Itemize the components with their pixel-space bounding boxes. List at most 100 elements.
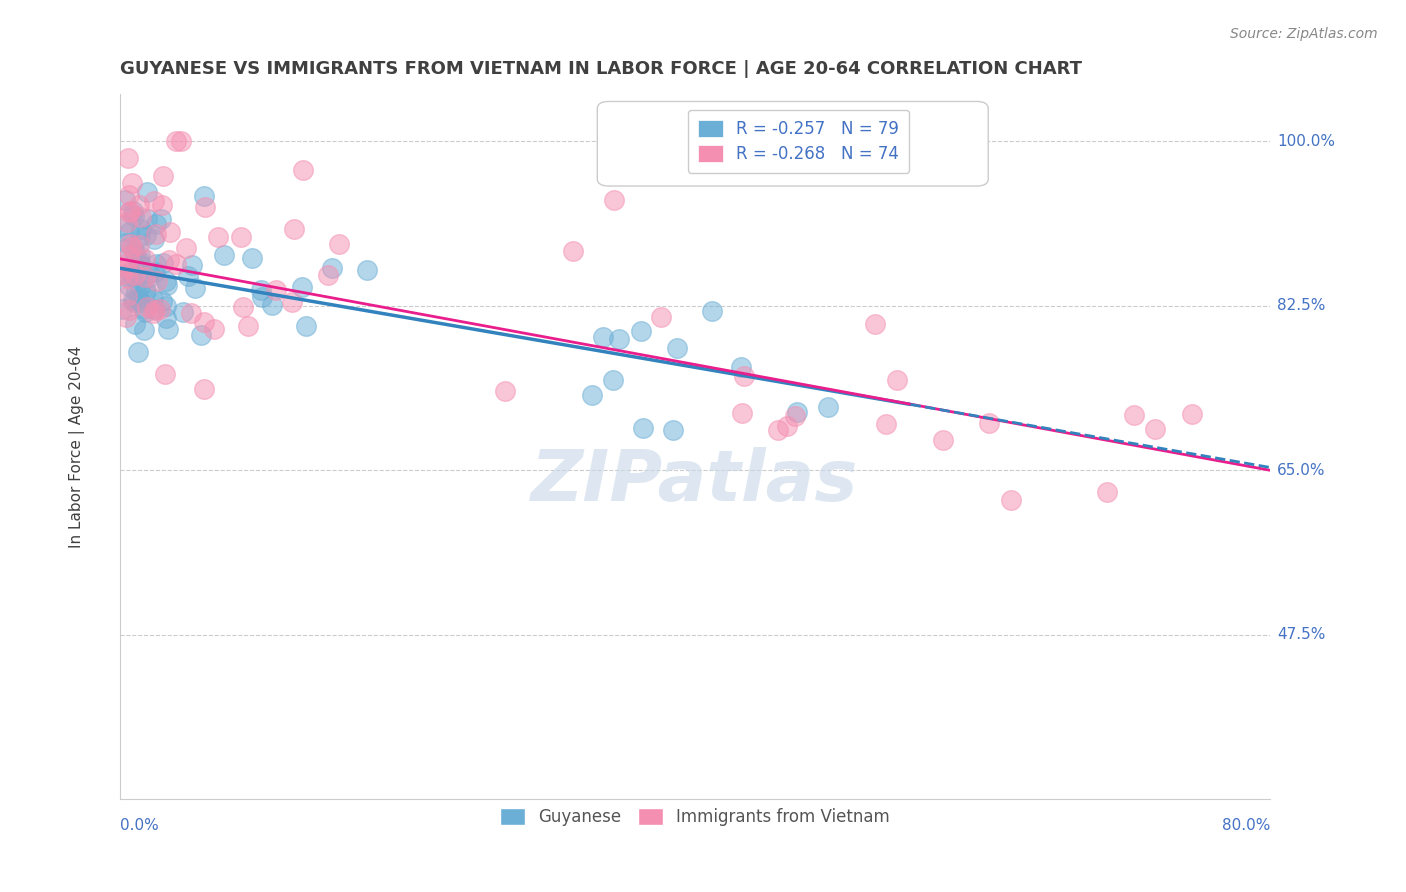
- Point: [631, 421, 654, 435]
- Point: [129, 258, 152, 272]
- Point: [281, 295, 304, 310]
- Point: [731, 406, 754, 420]
- Text: GUYANESE VS IMMIGRANTS FROM VIETNAM IN LABOR FORCE | AGE 20-64 CORRELATION CHART: GUYANESE VS IMMIGRANTS FROM VIETNAM IN L…: [120, 60, 1083, 78]
- Point: [132, 301, 155, 316]
- Point: [190, 328, 212, 343]
- Point: [115, 215, 138, 229]
- Point: [730, 359, 752, 374]
- Point: [128, 279, 150, 293]
- Point: [118, 188, 141, 202]
- Point: [249, 283, 271, 297]
- Point: [142, 306, 165, 320]
- Point: [138, 271, 160, 285]
- Point: [115, 289, 138, 303]
- Point: [115, 310, 138, 325]
- Point: [112, 218, 135, 232]
- Point: [665, 341, 688, 355]
- Point: [291, 280, 314, 294]
- Point: [121, 240, 143, 254]
- FancyBboxPatch shape: [598, 102, 988, 186]
- Point: [145, 217, 167, 231]
- Point: [602, 194, 624, 208]
- Point: [129, 221, 152, 235]
- Point: [607, 332, 630, 346]
- Point: [117, 260, 139, 275]
- Point: [932, 434, 955, 448]
- Point: [212, 248, 235, 262]
- Point: [295, 319, 318, 334]
- Point: [129, 294, 152, 309]
- Point: [134, 305, 156, 319]
- Point: [264, 283, 287, 297]
- Point: [700, 304, 723, 318]
- Point: [115, 236, 138, 251]
- Point: [155, 299, 177, 313]
- Point: [157, 322, 180, 336]
- Point: [153, 368, 176, 382]
- Point: [121, 203, 143, 218]
- Point: [786, 405, 808, 419]
- Point: [135, 228, 157, 243]
- Point: [356, 262, 378, 277]
- Point: [146, 275, 169, 289]
- Point: [111, 302, 134, 317]
- Point: [202, 322, 225, 336]
- Point: [180, 306, 202, 320]
- Point: [1291, 381, 1313, 395]
- Point: [155, 274, 177, 288]
- Point: [115, 271, 138, 285]
- Point: [236, 318, 259, 333]
- Point: [581, 387, 603, 401]
- Point: [136, 185, 159, 199]
- Point: [117, 151, 139, 165]
- Point: [127, 345, 149, 359]
- Point: [170, 135, 193, 149]
- Point: [128, 198, 150, 212]
- Point: [134, 283, 156, 297]
- Point: [328, 237, 350, 252]
- Point: [321, 261, 343, 276]
- Point: [602, 372, 624, 386]
- Point: [785, 409, 807, 423]
- Point: [134, 252, 156, 266]
- Point: [128, 292, 150, 306]
- Point: [776, 419, 799, 434]
- Point: [128, 252, 150, 267]
- Point: [262, 298, 284, 312]
- Point: [120, 265, 142, 279]
- Point: [193, 201, 215, 215]
- Point: [650, 310, 672, 325]
- Text: 65.0%: 65.0%: [1277, 463, 1326, 478]
- Legend: R = -0.257   N = 79, R = -0.268   N = 74: R = -0.257 N = 79, R = -0.268 N = 74: [688, 110, 910, 173]
- Point: [562, 244, 585, 259]
- Point: [122, 210, 145, 224]
- Point: [145, 257, 167, 271]
- Point: [142, 194, 165, 208]
- Point: [135, 284, 157, 298]
- Point: [174, 241, 197, 255]
- Point: [283, 221, 305, 235]
- Point: [177, 268, 200, 283]
- Point: [232, 300, 254, 314]
- Point: [1181, 407, 1204, 421]
- Point: [142, 292, 165, 306]
- Point: [118, 205, 141, 219]
- Text: 100.0%: 100.0%: [1277, 134, 1336, 149]
- Point: [129, 248, 152, 262]
- Point: [122, 295, 145, 310]
- Text: ZIPatlas: ZIPatlas: [531, 448, 859, 516]
- Point: [165, 257, 187, 271]
- Point: [316, 268, 339, 283]
- Point: [134, 270, 156, 285]
- Point: [117, 269, 139, 284]
- Point: [1302, 325, 1324, 339]
- Text: In Labor Force | Age 20-64: In Labor Force | Age 20-64: [69, 345, 84, 548]
- Point: [121, 269, 143, 284]
- Point: [121, 176, 143, 190]
- Point: [1000, 493, 1022, 508]
- Point: [156, 278, 179, 293]
- Text: 82.5%: 82.5%: [1277, 298, 1326, 313]
- Point: [865, 317, 887, 331]
- Text: 0.0%: 0.0%: [120, 818, 159, 833]
- Point: [159, 225, 181, 239]
